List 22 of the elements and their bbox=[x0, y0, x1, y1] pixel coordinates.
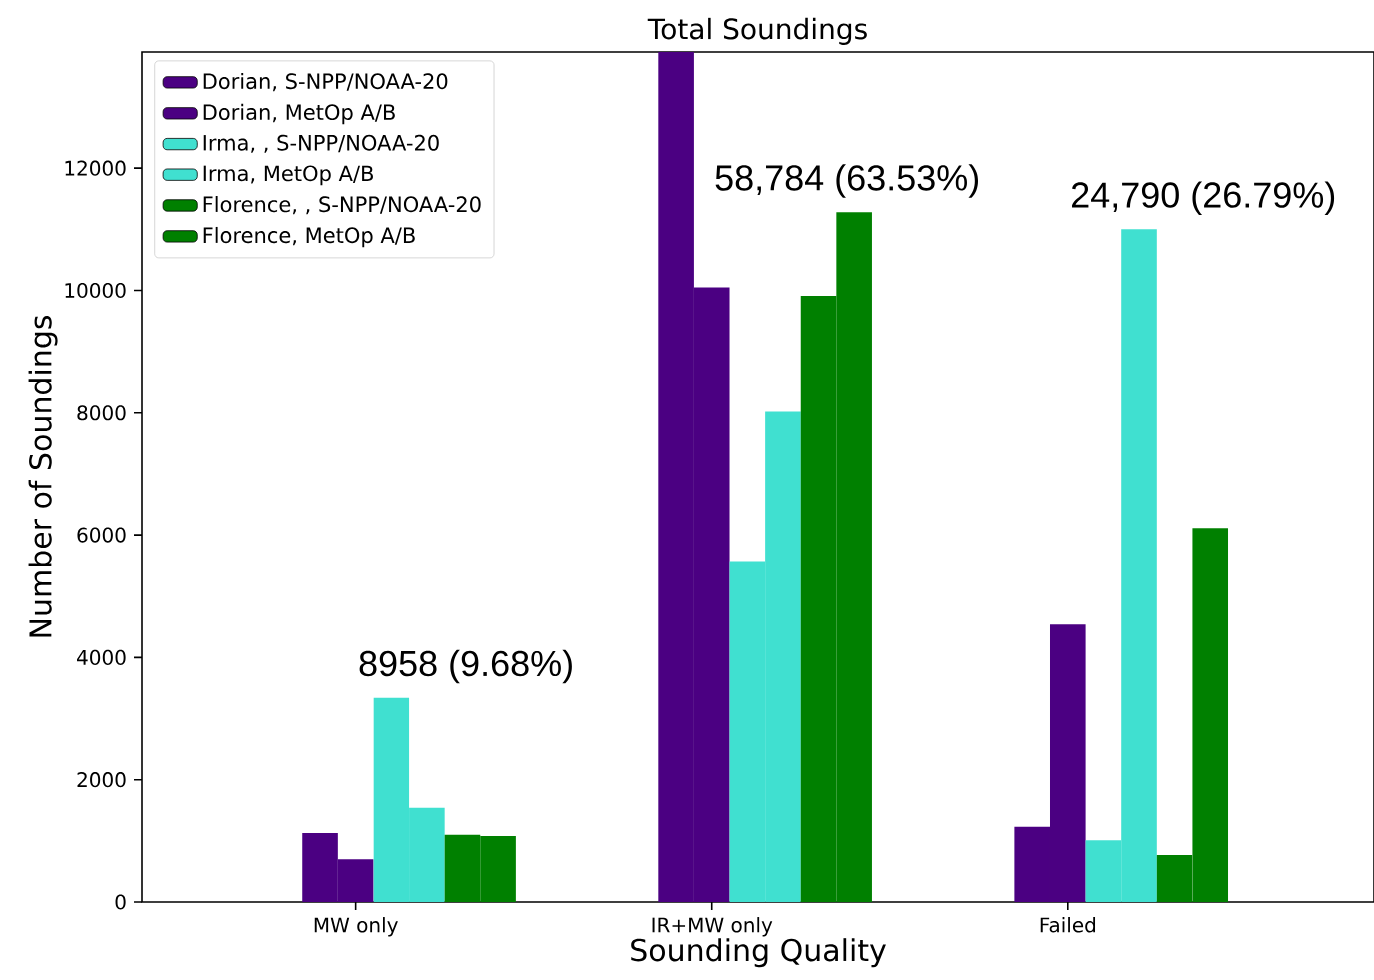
annotation: 58,784 (63.53%) bbox=[715, 164, 978, 198]
x-axis-title: Sounding Quality bbox=[631, 938, 886, 968]
legend-label: Florence, MetOp A/B bbox=[203, 226, 415, 248]
legend-label: Dorian, MetOp A/B bbox=[203, 103, 395, 125]
legend-label: Irma, , S-NPP/NOAA-20 bbox=[203, 134, 439, 153]
y-tick-label: 2000 bbox=[77, 772, 126, 788]
chart-title: Total Soundings bbox=[647, 17, 867, 45]
y-axis-title: Number of Soundings bbox=[28, 315, 58, 637]
legend-label: Florence, , S-NPP/NOAA-20 bbox=[203, 195, 481, 215]
y-tick-label: 10000 bbox=[65, 282, 126, 299]
x-tick-label: IR+MW only bbox=[652, 917, 773, 937]
x-tick-label: Failed bbox=[1040, 917, 1096, 933]
legend-label: Dorian, S-NPP/NOAA-20 bbox=[203, 72, 448, 92]
y-tick-label: 8000 bbox=[77, 405, 126, 421]
y-tick-label: 0 bbox=[115, 894, 126, 910]
y-tick-label: 4000 bbox=[77, 649, 126, 665]
legend-label: Irma, MetOp A/B bbox=[203, 165, 373, 186]
annotation: 24,790 (26.79%) bbox=[1072, 181, 1335, 215]
annotation: 8958 (9.68%) bbox=[359, 649, 572, 684]
x-tick-label: MW only bbox=[314, 917, 398, 937]
y-tick-label: 12000 bbox=[65, 160, 126, 176]
y-tick-label: 6000 bbox=[77, 527, 126, 543]
